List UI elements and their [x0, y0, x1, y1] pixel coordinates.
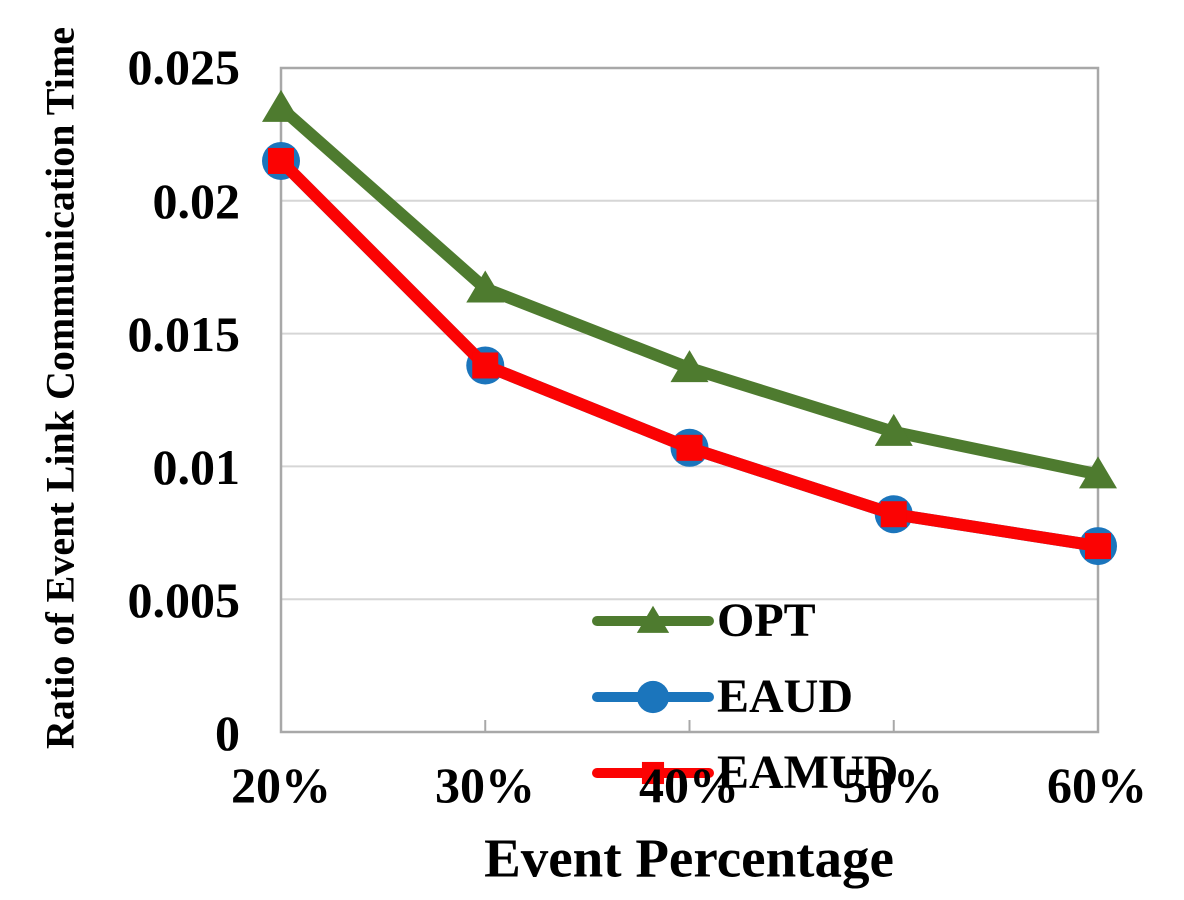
- y-axis-title: Ratio of Event Link Communication Time: [37, 27, 83, 749]
- legend-item-eamud: EAMUD: [592, 746, 899, 799]
- plot-area-svg: [262, 66, 1117, 734]
- x-axis-title: Event Percentage: [484, 827, 894, 889]
- y-tick-label: 0.01: [152, 439, 241, 495]
- legend-sample-eamud: [592, 761, 714, 785]
- legend-label: OPT: [717, 594, 816, 647]
- x-tick-label: 20%: [231, 757, 331, 813]
- x-tick-label: 40%: [639, 757, 739, 813]
- legend-sample-opt: [592, 605, 714, 633]
- legend-item-opt: OPT: [592, 594, 816, 647]
- y-tick-label: 0.005: [127, 572, 241, 628]
- y-tick-label: 0.015: [127, 306, 241, 362]
- legend-label: EAMUD: [717, 746, 899, 799]
- legend-sample-eaud: [592, 680, 714, 714]
- y-tick-label: 0.025: [127, 39, 241, 95]
- plot-area: OPT EAUD EAMUD: [262, 66, 1117, 797]
- y-tick-label: 0: [215, 705, 240, 761]
- y-tick-label: 0.02: [152, 173, 241, 229]
- x-tick-label: 30%: [435, 757, 535, 813]
- legend-label: EAUD: [717, 670, 854, 723]
- legend-item-eaud: EAUD: [592, 670, 854, 723]
- x-tick-label: 60%: [1047, 757, 1147, 813]
- x-tick-label: 50%: [843, 757, 943, 813]
